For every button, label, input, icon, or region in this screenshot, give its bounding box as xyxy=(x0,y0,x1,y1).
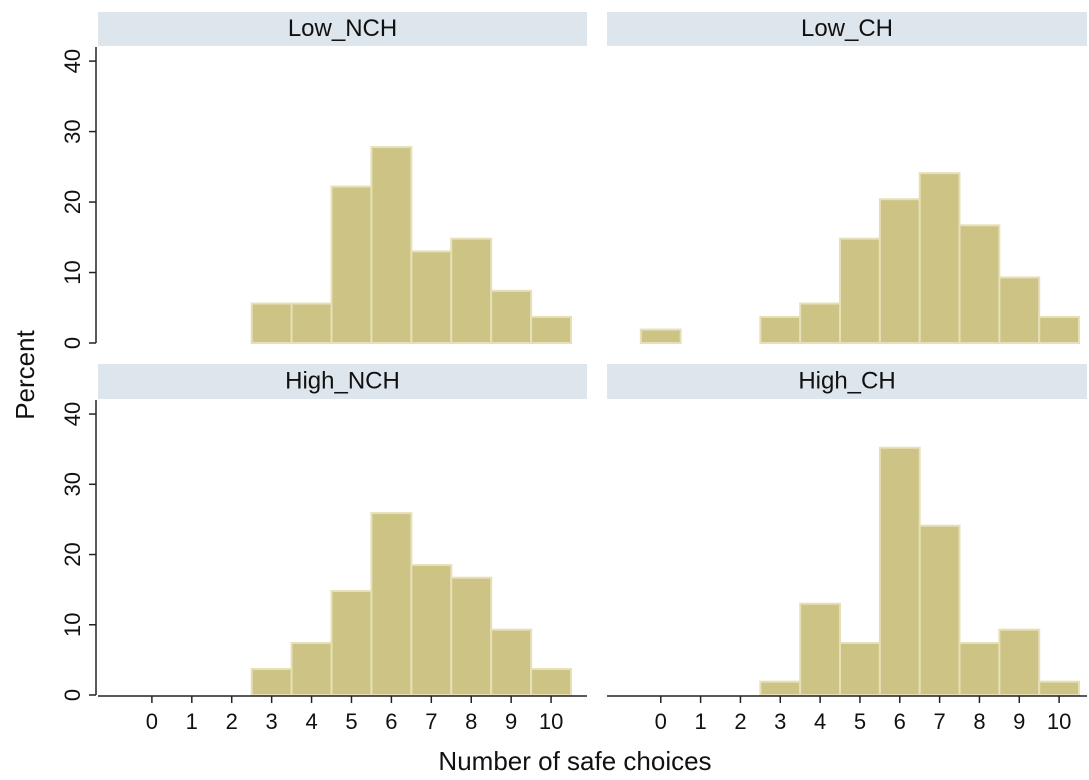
strip xyxy=(607,364,1087,399)
bar xyxy=(918,172,961,344)
x-tick-label: 1 xyxy=(694,709,706,734)
x-tick-label: 3 xyxy=(266,709,278,734)
bar xyxy=(290,302,333,344)
bar xyxy=(1038,315,1081,344)
x-tick-label: 3 xyxy=(774,709,786,734)
x-tick-label: 2 xyxy=(226,709,238,734)
panel-title: High_NCH xyxy=(285,367,400,394)
bar xyxy=(998,628,1041,697)
y-tick-label: 10 xyxy=(60,260,85,284)
bar xyxy=(839,237,881,344)
strip xyxy=(98,364,587,399)
y-tick-label: 30 xyxy=(60,472,85,496)
bar xyxy=(530,315,573,344)
bar xyxy=(450,237,493,344)
x-tick-label: 10 xyxy=(1047,709,1071,734)
y-tick-label: 0 xyxy=(60,337,85,349)
bar xyxy=(450,576,493,697)
bar xyxy=(330,590,373,696)
strip xyxy=(607,12,1087,46)
bar xyxy=(370,512,413,696)
bar xyxy=(410,250,453,344)
bar xyxy=(250,668,293,696)
x-tick-label: 5 xyxy=(854,709,866,734)
y-tick-label: 0 xyxy=(60,689,85,701)
x-tick-label: 9 xyxy=(1013,709,1025,734)
bar xyxy=(878,446,921,696)
x-tick-label: 5 xyxy=(345,709,357,734)
strip xyxy=(98,12,587,46)
bar xyxy=(878,198,921,344)
y-tick-label: 20 xyxy=(60,542,85,566)
bar xyxy=(530,668,573,696)
x-tick-label: 8 xyxy=(973,709,985,734)
panel-title: High_CH xyxy=(798,367,895,394)
x-tick-label: 6 xyxy=(385,709,397,734)
bar xyxy=(490,628,533,697)
bar xyxy=(759,680,802,697)
x-tick-label: 4 xyxy=(305,709,317,734)
x-tick-label: 0 xyxy=(146,709,158,734)
bar xyxy=(639,328,682,345)
y-tick-label: 40 xyxy=(60,402,85,426)
y-tick-label: 40 xyxy=(60,49,85,73)
bar xyxy=(490,289,533,345)
x-tick-label: 7 xyxy=(425,709,437,734)
y-tick-label: 30 xyxy=(60,119,85,143)
bar xyxy=(958,642,1001,696)
bar xyxy=(998,276,1041,345)
x-tick-label: 7 xyxy=(933,709,945,734)
x-axis-title: Number of safe choices xyxy=(438,746,711,776)
bar xyxy=(410,564,453,696)
bar xyxy=(839,642,881,696)
x-tick-label: 6 xyxy=(894,709,906,734)
x-tick-label: 1 xyxy=(186,709,198,734)
x-tick-label: 10 xyxy=(539,709,563,734)
bar xyxy=(1038,680,1081,697)
bar xyxy=(250,302,293,344)
y-tick-label: 10 xyxy=(60,613,85,637)
y-tick-label: 20 xyxy=(60,190,85,214)
bar xyxy=(370,146,413,344)
x-tick-label: 9 xyxy=(505,709,517,734)
bar xyxy=(290,642,333,696)
bar xyxy=(918,524,961,696)
x-tick-label: 4 xyxy=(814,709,826,734)
panel-title: Low_NCH xyxy=(288,15,397,42)
bar xyxy=(958,224,1001,344)
bar xyxy=(799,302,842,344)
bar xyxy=(330,185,373,344)
x-tick-label: 2 xyxy=(734,709,746,734)
panel-title: Low_CH xyxy=(801,15,893,42)
bar xyxy=(799,602,842,697)
y-axis-title: Percent xyxy=(10,329,40,419)
bar xyxy=(759,315,802,344)
x-tick-label: 0 xyxy=(655,709,667,734)
x-tick-label: 8 xyxy=(465,709,477,734)
